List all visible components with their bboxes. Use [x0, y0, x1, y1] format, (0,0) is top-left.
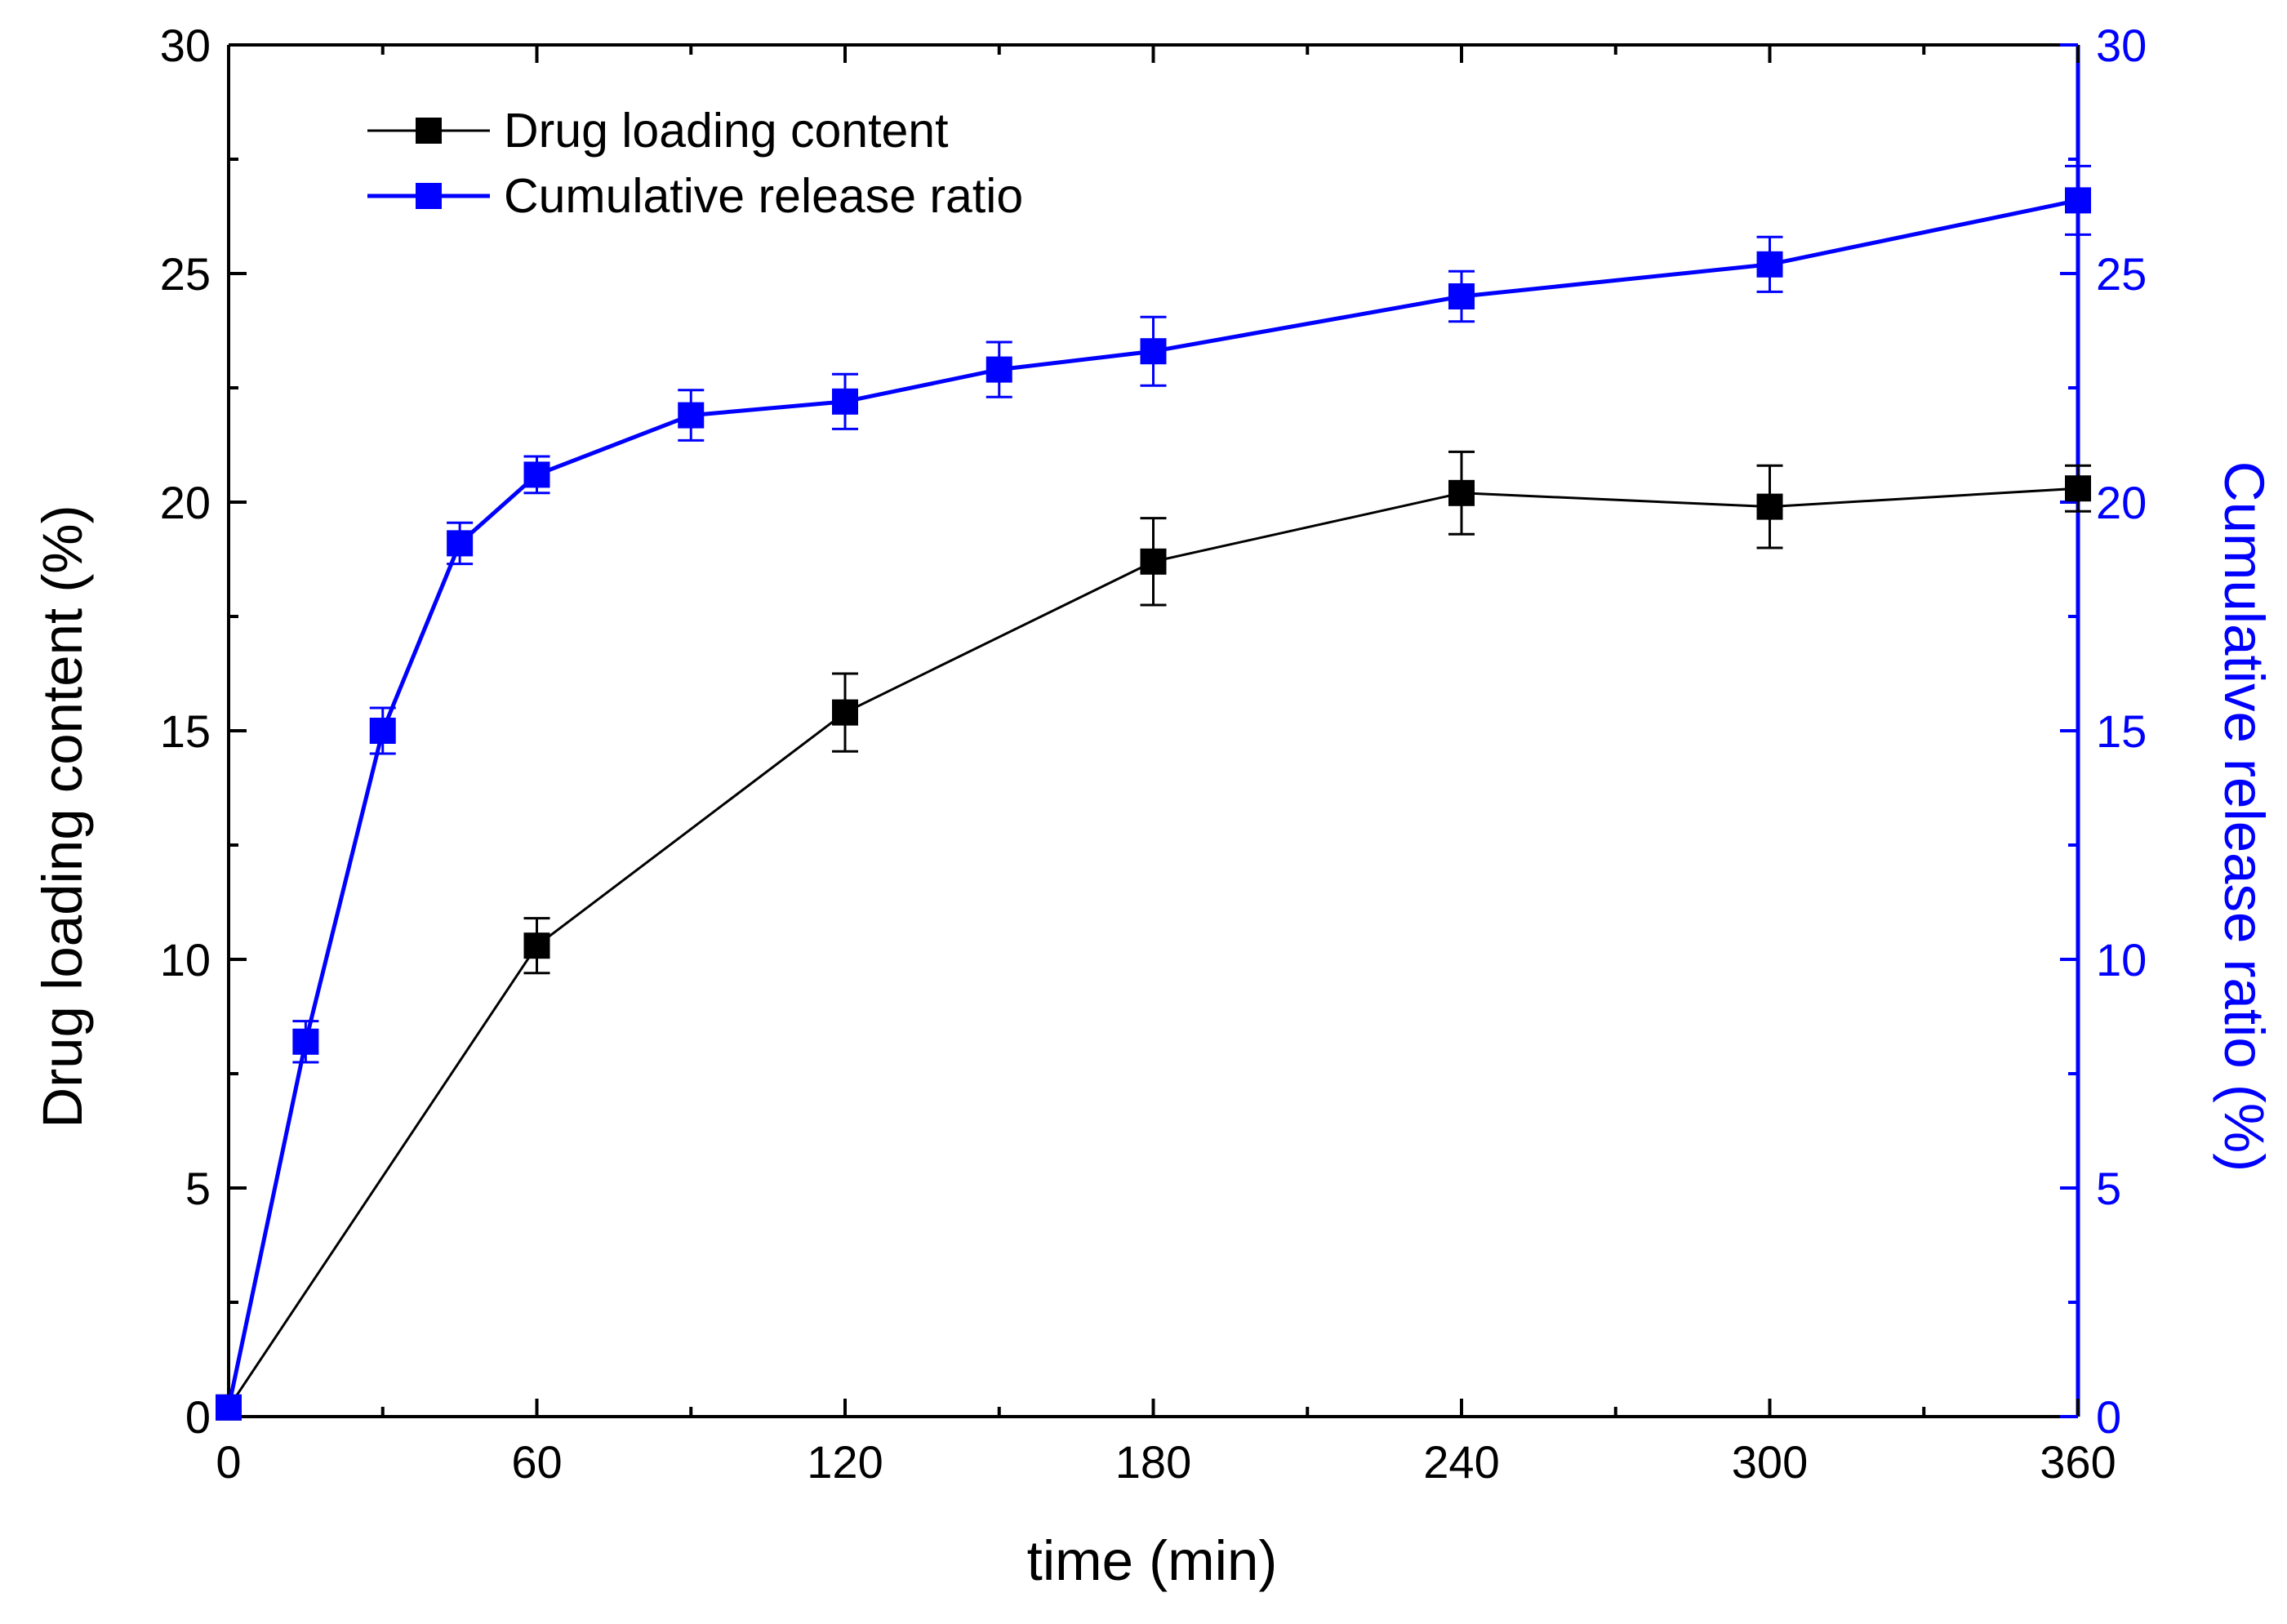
cumulative-release-point [523, 461, 550, 488]
drug-loading-line [227, 487, 2079, 1408]
y-right-tick-label: 25 [2096, 248, 2147, 300]
x-axis-label: time (min) [1027, 1529, 1278, 1592]
cumulative-release-point [678, 402, 705, 429]
y-left-tick-label: 30 [160, 20, 211, 71]
y-left-tick-label: 15 [160, 705, 211, 757]
drug-loading-point [1448, 479, 1475, 506]
axis-labels: time (min) Drug loading content (%) Cumu… [31, 461, 2276, 1592]
y-right-tick-label: 10 [2096, 934, 2147, 986]
legend-cumulative-release-marker [416, 183, 442, 209]
drug-loading-point [1140, 548, 1167, 575]
cumulative-release-point [292, 1028, 319, 1055]
x-tick-label: 300 [1732, 1436, 1808, 1488]
cumulative-release-point [447, 530, 474, 557]
drug-loading-point [523, 932, 550, 959]
legend-drug-loading-label: Drug loading content [504, 104, 948, 158]
cumulative-release-point [1448, 283, 1475, 309]
x-tick-label: 360 [2040, 1436, 2116, 1488]
y-right-tick-label: 30 [2096, 20, 2147, 71]
cumulative-release-point [1140, 338, 1167, 365]
x-tick-label: 0 [216, 1436, 241, 1488]
y-left-tick-label: 25 [160, 248, 211, 300]
cumulative-release-point [1756, 251, 1783, 278]
x-tick-label: 120 [807, 1436, 883, 1488]
plot-series [216, 164, 2091, 1421]
drug-loading-point [1756, 493, 1783, 520]
cumulative-release-point [369, 718, 396, 744]
legend-drug-loading-marker [416, 118, 442, 144]
y-right-tick-label: 15 [2096, 705, 2147, 757]
y-left-tick-label: 5 [185, 1163, 211, 1214]
y-left-tick-label: 20 [160, 477, 211, 528]
y-left-tick-label: 10 [160, 934, 211, 986]
y-right-tick-label: 0 [2096, 1391, 2121, 1443]
y-right-tick-label: 20 [2096, 477, 2147, 528]
legend: Drug loading content Cumulative release r… [367, 104, 1023, 223]
cumulative-release-point [2065, 187, 2091, 214]
x-tick-label: 180 [1115, 1436, 1191, 1488]
x-tick-label: 240 [1423, 1436, 1499, 1488]
cumulative-release-point [832, 388, 858, 415]
drug-loading-point [2065, 475, 2091, 502]
y-left-tick-label: 0 [185, 1391, 211, 1443]
x-tick-label: 60 [511, 1436, 562, 1488]
y-axis-label-right: Cumulative release ratio (%) [2213, 461, 2276, 1172]
legend-cumulative-release-label: Cumulative release ratio [504, 169, 1023, 223]
cumulative-release-line [226, 198, 2079, 1408]
cumulative-release-point [216, 1394, 242, 1421]
y-right-tick-label: 5 [2096, 1163, 2121, 1214]
y-axis-label-left: Drug loading content (%) [31, 505, 94, 1128]
cumulative-release-point [986, 356, 1012, 383]
drug-loading-point [832, 699, 858, 726]
